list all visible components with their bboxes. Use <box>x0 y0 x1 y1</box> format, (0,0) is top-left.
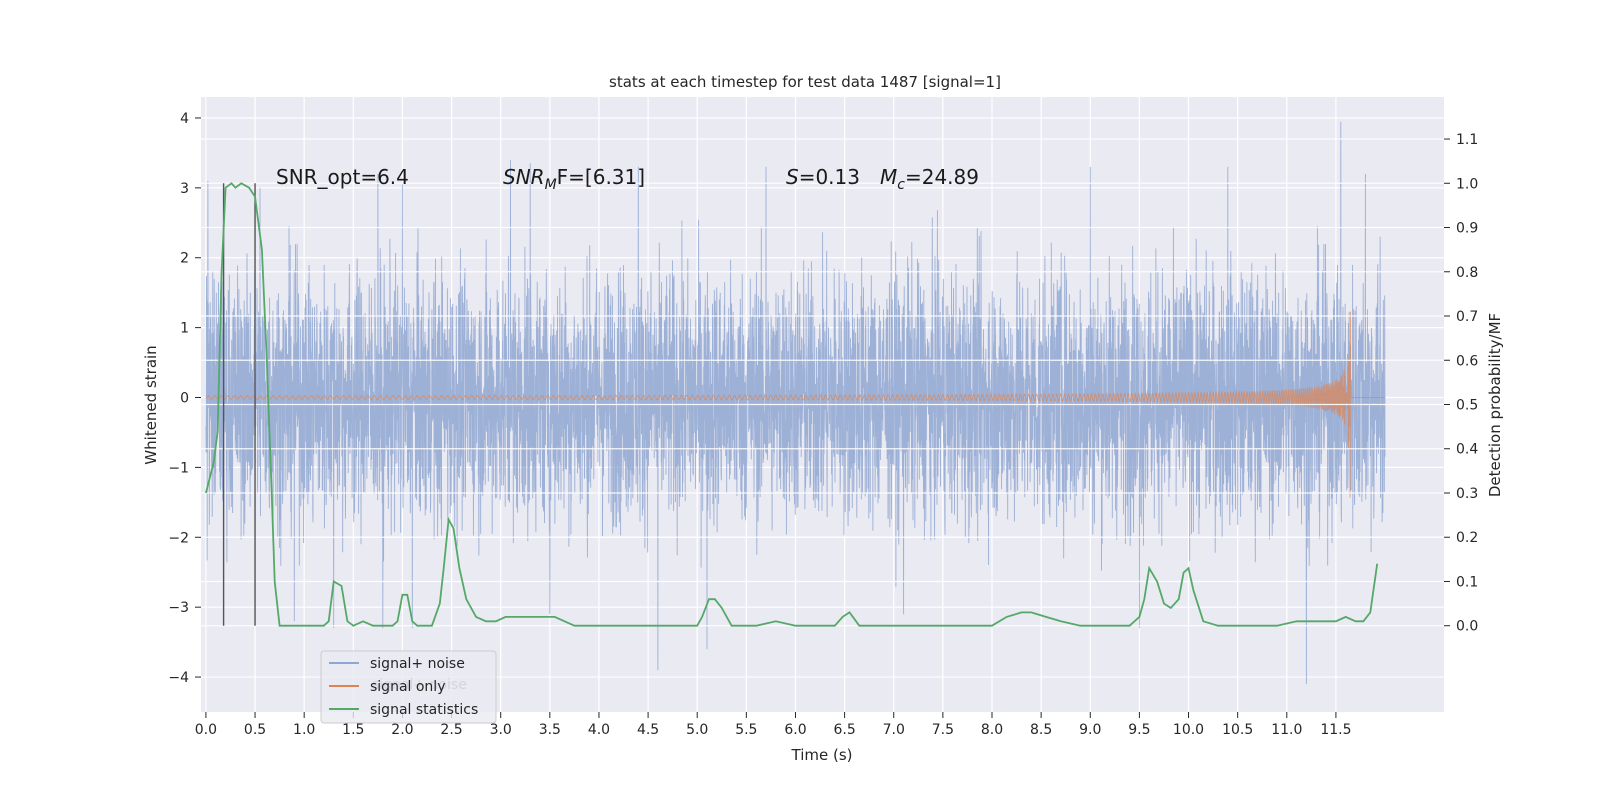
x-tick-label: 2.5 <box>440 722 462 738</box>
x-tick-label: 11.0 <box>1271 722 1302 738</box>
x-axis-label: Time (s) <box>791 746 853 764</box>
x-tick-label: 0.5 <box>244 722 266 738</box>
snr-mf-symbol: SNR <box>503 165 545 189</box>
legend: signal+ noise signal+ noise signal only … <box>320 650 497 724</box>
left-y-tick-label: 0 <box>180 391 189 407</box>
right-y-tick-label: 0.4 <box>1456 442 1478 458</box>
x-tick-label: 6.0 <box>784 722 806 738</box>
vertical-markers <box>222 183 256 626</box>
x-tick-label: 8.0 <box>981 722 1003 738</box>
x-tick-label: 4.0 <box>588 722 610 738</box>
right-y-axis-ticks: 0.0 0.1 0.2 0.3 0.4 0.5 0.6 0.7 0.8 0.9 1.0 1.1 <box>1444 132 1478 635</box>
legend-ghost-text: signal+ noise <box>372 677 467 693</box>
right-y-tick-label: 1.1 <box>1456 132 1478 148</box>
legend-label-signal-only: signal only <box>370 679 445 695</box>
left-y-tick-label: 2 <box>180 251 189 267</box>
snr-mf-annotation: SNRMF=[6.31] <box>503 165 645 193</box>
right-y-tick-label: 0.2 <box>1456 530 1478 546</box>
right-y-tick-label: 0.0 <box>1456 619 1478 635</box>
x-tick-label: 7.5 <box>932 722 954 738</box>
left-y-axis-ticks: −4 −3 −2 −1 0 1 2 3 4 <box>168 111 201 686</box>
x-tick-label: 9.0 <box>1079 722 1101 738</box>
signal-only-line <box>205 311 1385 498</box>
left-y-tick-label: 1 <box>180 321 189 337</box>
x-tick-label: 7.0 <box>883 722 905 738</box>
snr-mf-value: F=[6.31] <box>557 165 645 189</box>
plot-area <box>201 97 1444 712</box>
snr-mf-subscript: M <box>545 177 557 193</box>
x-tick-label: 10.5 <box>1222 722 1253 738</box>
right-y-axis-label: Detection probability/MF <box>1486 313 1504 497</box>
right-y-tick-label: 0.8 <box>1456 265 1478 281</box>
mc-subscript: c <box>897 177 905 193</box>
x-tick-label: 1.0 <box>293 722 315 738</box>
chart-title: stats at each timestep for test data 148… <box>609 73 1001 91</box>
left-y-tick-label: 3 <box>180 181 189 197</box>
right-y-tick-label: 0.9 <box>1456 221 1478 237</box>
s-value: =0.13 <box>799 165 860 189</box>
left-y-tick-label: −3 <box>168 600 189 616</box>
left-y-tick-label: −2 <box>168 530 189 546</box>
mc-symbol: M <box>880 165 897 189</box>
snr-opt-annotation: SNR_opt=6.4 <box>276 165 409 189</box>
right-y-tick-label: 1.0 <box>1456 176 1478 192</box>
x-tick-label: 9.5 <box>1128 722 1150 738</box>
right-y-tick-label: 0.7 <box>1456 309 1478 325</box>
x-tick-label: 1.5 <box>342 722 364 738</box>
left-y-tick-label: −1 <box>168 460 189 476</box>
x-tick-label: 10.0 <box>1173 722 1204 738</box>
x-tick-label: 4.5 <box>637 722 659 738</box>
right-y-tick-label: 0.3 <box>1456 486 1478 502</box>
left-y-tick-label: 4 <box>180 111 189 127</box>
right-y-tick-label: 0.6 <box>1456 353 1478 369</box>
s-annotation: S=0.13 <box>786 165 860 189</box>
s-symbol: S <box>786 165 799 189</box>
x-axis-ticks: 0.0 0.5 1.0 1.5 2.0 2.5 3.0 3.5 4.0 4.5 5.0 5.5 6.0 6… <box>195 712 1351 738</box>
x-tick-label: 3.0 <box>490 722 512 738</box>
signal-only-series <box>205 311 1385 498</box>
mc-value: =24.89 <box>905 165 979 189</box>
signal-statistics-series <box>205 182 1379 627</box>
x-tick-label: 8.5 <box>1030 722 1052 738</box>
legend-label-signal-statistics: signal statistics <box>370 702 478 718</box>
x-tick-label: 5.5 <box>735 722 757 738</box>
x-tick-label: 0.0 <box>195 722 217 738</box>
x-tick-label: 5.0 <box>686 722 708 738</box>
left-y-tick-label: −4 <box>168 670 189 686</box>
right-y-tick-label: 0.5 <box>1456 398 1478 414</box>
left-y-axis-label: Whitened strain <box>142 345 160 464</box>
legend-box <box>320 650 497 724</box>
mc-annotation: Mc=24.89 <box>880 165 979 193</box>
x-tick-label: 2.0 <box>391 722 413 738</box>
x-tick-label: 6.5 <box>833 722 855 738</box>
legend-label-signal-noise: signal+ noise <box>370 656 465 672</box>
right-y-tick-label: 0.1 <box>1456 574 1478 590</box>
signal-statistics-line <box>205 182 1379 627</box>
x-tick-label: 3.5 <box>539 722 561 738</box>
x-tick-label: 11.5 <box>1320 722 1351 738</box>
right-y-gridlines <box>201 138 1444 627</box>
